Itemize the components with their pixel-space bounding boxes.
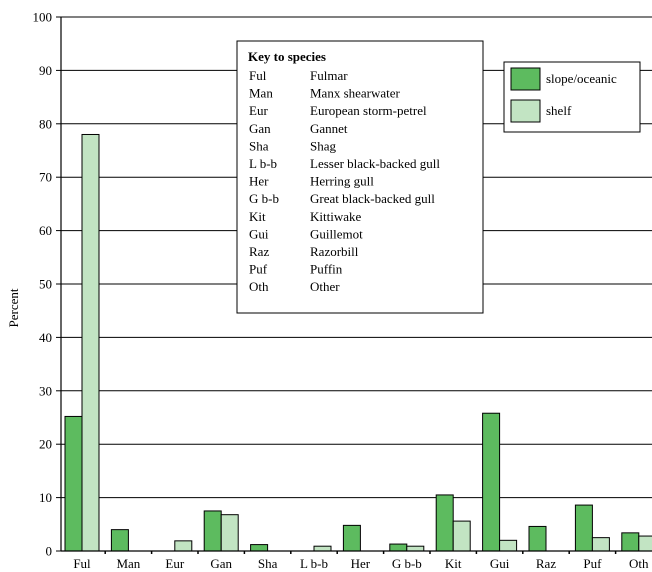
species-key-code: Sha bbox=[249, 138, 269, 153]
species-key-code: Gan bbox=[249, 121, 271, 136]
bar-slope-oceanic bbox=[621, 532, 640, 552]
species-key-code: Raz bbox=[249, 244, 269, 259]
species-key-name: Fulmar bbox=[310, 68, 348, 83]
x-tick-labels: Ful Man Eur Gan Sha L b-b Her G b-b Kit Gui Raz Puf… bbox=[73, 556, 649, 571]
species-key-name: Great black-backed gull bbox=[310, 191, 435, 206]
y-tick-label: 40 bbox=[39, 330, 52, 345]
species-key-name: Manx shearwater bbox=[310, 86, 401, 101]
x-tick-label: G b-b bbox=[392, 556, 422, 571]
bar-slope-oceanic bbox=[250, 544, 269, 552]
species-key-name: Guillemot bbox=[310, 226, 363, 241]
species-key-code: Oth bbox=[249, 279, 269, 294]
x-tick-label: Ful bbox=[73, 556, 91, 571]
bar-slope-oceanic bbox=[435, 494, 454, 552]
bar-slope-oceanic bbox=[574, 504, 593, 552]
bar-shelf bbox=[499, 539, 518, 552]
y-tick-label: 30 bbox=[39, 383, 52, 398]
y-tick-label: 80 bbox=[39, 116, 52, 131]
species-key-code: Her bbox=[249, 174, 269, 189]
x-tick-label: Raz bbox=[536, 556, 556, 571]
x-tick-label: Sha bbox=[258, 556, 278, 571]
legend: slope/oceanic shelf bbox=[503, 61, 641, 133]
species-key-code: Kit bbox=[249, 209, 266, 224]
species-key-name: Shag bbox=[310, 138, 337, 153]
legend-label: slope/oceanic bbox=[546, 71, 617, 86]
legend-swatch bbox=[510, 67, 541, 91]
bar-shelf bbox=[313, 545, 332, 552]
x-tick-label: Puf bbox=[583, 556, 602, 571]
species-key-name: Herring gull bbox=[310, 174, 374, 189]
bar-slope-oceanic bbox=[110, 529, 129, 552]
legend-entries: slope/oceanic shelf bbox=[510, 67, 617, 123]
legend-label: shelf bbox=[546, 103, 572, 118]
y-tick-label: 0 bbox=[46, 544, 53, 559]
x-tick-label: L b-b bbox=[300, 556, 328, 571]
y-tick-label: 100 bbox=[33, 10, 53, 25]
x-tick-label: Man bbox=[116, 556, 140, 571]
species-key-name: European storm-petrel bbox=[310, 103, 427, 118]
y-tick-label: 20 bbox=[39, 437, 52, 452]
bar-slope-oceanic bbox=[389, 543, 408, 552]
species-key-code: Man bbox=[249, 86, 273, 101]
bar-slope-oceanic bbox=[528, 525, 547, 552]
bar-shelf bbox=[452, 520, 471, 552]
y-tick-label: 60 bbox=[39, 223, 52, 238]
bar-shelf bbox=[638, 535, 652, 552]
species-key-name: Lesser black-backed gull bbox=[310, 156, 440, 171]
species-key-name: Kittiwake bbox=[310, 209, 361, 224]
bar-slope-oceanic bbox=[482, 412, 501, 552]
bar-slope-oceanic bbox=[203, 510, 222, 552]
bars bbox=[64, 133, 652, 552]
y-tick-labels: 0 10 20 30 40 50 60 70 80 90 100 bbox=[33, 10, 53, 559]
species-key: Key to species Ful Fulmar Man Manx shearwat… bbox=[236, 40, 484, 314]
species-key-name: Gannet bbox=[310, 121, 348, 136]
x-tick-label: Kit bbox=[445, 556, 462, 571]
bar-slope-oceanic bbox=[342, 524, 361, 552]
species-key-name: Puffin bbox=[310, 262, 343, 277]
bar-shelf bbox=[174, 540, 193, 552]
y-axis-label: Percent bbox=[6, 288, 21, 327]
species-key-name: Razorbill bbox=[310, 244, 359, 259]
species-key-code: L b-b bbox=[249, 156, 277, 171]
species-key-title: Key to species bbox=[248, 49, 326, 64]
bar-shelf bbox=[591, 537, 610, 552]
legend-swatch bbox=[510, 99, 541, 123]
bar-shelf bbox=[220, 514, 239, 552]
species-key-code: Eur bbox=[249, 103, 268, 118]
species-key-entries: Ful Fulmar Man Manx shearwater Eur European s… bbox=[249, 68, 440, 294]
bar-shelf bbox=[81, 133, 100, 552]
x-tick-label: Gan bbox=[210, 556, 232, 571]
species-key-code: Ful bbox=[249, 68, 267, 83]
y-tick-label: 10 bbox=[39, 490, 52, 505]
x-tick-label: Gui bbox=[490, 556, 510, 571]
species-key-code: Gui bbox=[249, 226, 269, 241]
bar-shelf bbox=[406, 545, 425, 552]
bar-slope-oceanic bbox=[64, 415, 83, 552]
species-key-frame bbox=[236, 40, 484, 314]
axes bbox=[56, 16, 652, 554]
y-tick-label: 90 bbox=[39, 63, 52, 78]
y-tick-label: 70 bbox=[39, 170, 52, 185]
y-tick-label: 50 bbox=[39, 277, 52, 292]
x-tick-label: Oth bbox=[629, 556, 649, 571]
x-tick-label: Her bbox=[351, 556, 371, 571]
x-tick-label: Eur bbox=[165, 556, 184, 571]
species-key-code: Puf bbox=[249, 262, 268, 277]
species-key-name: Other bbox=[310, 279, 340, 294]
species-key-code: G b-b bbox=[249, 191, 279, 206]
